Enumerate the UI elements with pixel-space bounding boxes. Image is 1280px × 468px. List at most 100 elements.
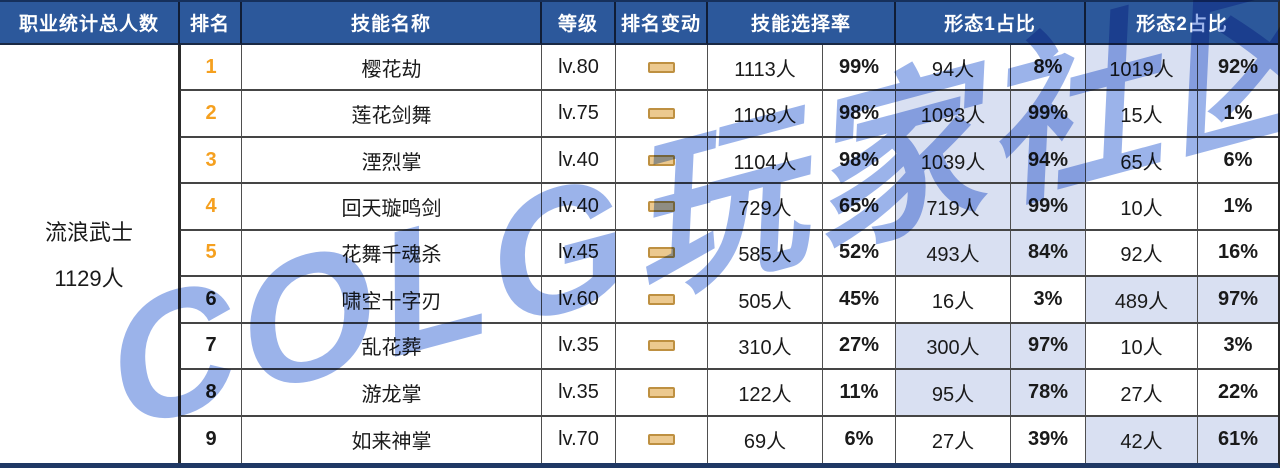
header-class-total: 职业统计总人数 <box>0 2 180 45</box>
level-cell: lv.40 <box>542 184 616 231</box>
form1-count-cell: 300人 <box>896 323 1011 371</box>
form2-pct-cell: 92% <box>1198 45 1278 92</box>
selection-count-cell: 729人 <box>708 184 823 231</box>
selection-pct-cell: 6% <box>823 416 896 463</box>
rank-change-cell <box>616 323 708 371</box>
skill-name-cell: 莲花剑舞 <box>242 91 542 138</box>
form1-count-cell: 94人 <box>896 45 1011 92</box>
skill-name-cell: 湮烈掌 <box>242 137 542 185</box>
rank-change-cell <box>616 184 708 231</box>
rank-cell: 7 <box>180 323 242 371</box>
form1-pct-cell: 94% <box>1011 137 1086 185</box>
form2-pct-cell: 6% <box>1198 137 1278 185</box>
header-rank-change: 排名变动 <box>616 2 708 45</box>
selection-count-cell: 505人 <box>708 277 823 324</box>
form2-count-cell: 10人 <box>1086 323 1198 371</box>
form2-count-cell: 42人 <box>1086 416 1198 463</box>
rank-cell: 2 <box>180 91 242 138</box>
form1-pct-cell: 78% <box>1011 370 1086 417</box>
selection-pct-cell: 27% <box>823 323 896 371</box>
rank-cell: 9 <box>180 416 242 463</box>
rank-change-cell <box>616 45 708 92</box>
selection-pct-cell: 11% <box>823 370 896 417</box>
level-cell: lv.35 <box>542 370 616 417</box>
class-name: 流浪武士 <box>44 219 133 245</box>
form1-count-cell: 27人 <box>896 416 1011 463</box>
rank-change-cell <box>616 91 708 138</box>
level-cell: lv.35 <box>542 323 616 371</box>
header-level: 等级 <box>542 2 616 45</box>
form1-count-cell: 1093人 <box>896 91 1011 138</box>
form2-pct-cell: 3% <box>1198 323 1278 371</box>
rank-change-cell <box>616 277 708 324</box>
skill-name-cell: 樱花劫 <box>242 45 542 92</box>
skill-name-cell: 游龙掌 <box>242 370 542 417</box>
form2-pct-cell: 61% <box>1198 416 1278 463</box>
selection-count-cell: 310人 <box>708 323 823 371</box>
class-summary-cell: 流浪武士 1129人 <box>0 45 180 463</box>
form2-count-cell: 92人 <box>1086 230 1198 278</box>
level-cell: lv.75 <box>542 91 616 138</box>
rank-change-cell <box>616 137 708 185</box>
selection-count-cell: 1113人 <box>708 45 823 92</box>
selection-pct-cell: 98% <box>823 91 896 138</box>
rank-change-dash-icon <box>648 293 675 305</box>
skill-name-cell: 乱花葬 <box>242 323 542 371</box>
rank-change-dash-icon <box>648 154 675 166</box>
header-form1-share: 形态1占比 <box>896 2 1086 45</box>
skill-name-cell: 啸空十字刃 <box>242 277 542 324</box>
skill-name-cell: 如来神掌 <box>242 416 542 463</box>
selection-count-cell: 1108人 <box>708 91 823 138</box>
level-cell: lv.40 <box>542 137 616 185</box>
form1-pct-cell: 99% <box>1011 184 1086 231</box>
form2-count-cell: 65人 <box>1086 137 1198 185</box>
skill-name-cell: 回天璇鸣剑 <box>242 184 542 231</box>
form1-pct-cell: 3% <box>1011 277 1086 324</box>
form2-pct-cell: 1% <box>1198 184 1278 231</box>
selection-pct-cell: 52% <box>823 230 896 278</box>
form1-count-cell: 1039人 <box>896 137 1011 185</box>
header-selection-rate: 技能选择率 <box>708 2 896 45</box>
selection-count-cell: 585人 <box>708 230 823 278</box>
form1-pct-cell: 84% <box>1011 230 1086 278</box>
form1-count-cell: 95人 <box>896 370 1011 417</box>
form1-pct-cell: 97% <box>1011 323 1086 371</box>
header-skill-name: 技能名称 <box>242 2 542 45</box>
form2-pct-cell: 22% <box>1198 370 1278 417</box>
rank-cell: 6 <box>180 277 242 324</box>
selection-count-cell: 122人 <box>708 370 823 417</box>
level-cell: lv.45 <box>542 230 616 278</box>
rank-change-dash-icon <box>648 61 675 73</box>
rank-change-dash-icon <box>648 386 675 398</box>
rank-change-dash-icon <box>648 247 675 259</box>
form1-count-cell: 16人 <box>896 277 1011 324</box>
rank-cell: 1 <box>180 45 242 92</box>
form2-count-cell: 489人 <box>1086 277 1198 324</box>
form2-count-cell: 1019人 <box>1086 45 1198 92</box>
form2-pct-cell: 1% <box>1198 91 1278 138</box>
class-total-count: 1129人 <box>54 265 124 291</box>
rank-change-cell <box>616 370 708 417</box>
selection-pct-cell: 45% <box>823 277 896 324</box>
header-rank: 排名 <box>180 2 242 45</box>
rank-change-dash-icon <box>648 340 675 352</box>
rank-change-dash-icon <box>648 434 675 446</box>
selection-count-cell: 1104人 <box>708 137 823 185</box>
form2-count-cell: 10人 <box>1086 184 1198 231</box>
rank-cell: 8 <box>180 370 242 417</box>
form2-pct-cell: 97% <box>1198 277 1278 324</box>
form2-pct-cell: 16% <box>1198 230 1278 278</box>
rank-change-dash-icon <box>648 108 675 120</box>
header-form2-share: 形态2占比 <box>1086 2 1278 45</box>
form2-count-cell: 27人 <box>1086 370 1198 417</box>
skill-name-cell: 花舞千魂杀 <box>242 230 542 278</box>
selection-pct-cell: 99% <box>823 45 896 92</box>
form1-pct-cell: 8% <box>1011 45 1086 92</box>
form1-pct-cell: 99% <box>1011 91 1086 138</box>
rank-cell: 5 <box>180 230 242 278</box>
level-cell: lv.80 <box>542 45 616 92</box>
selection-count-cell: 69人 <box>708 416 823 463</box>
selection-pct-cell: 65% <box>823 184 896 231</box>
